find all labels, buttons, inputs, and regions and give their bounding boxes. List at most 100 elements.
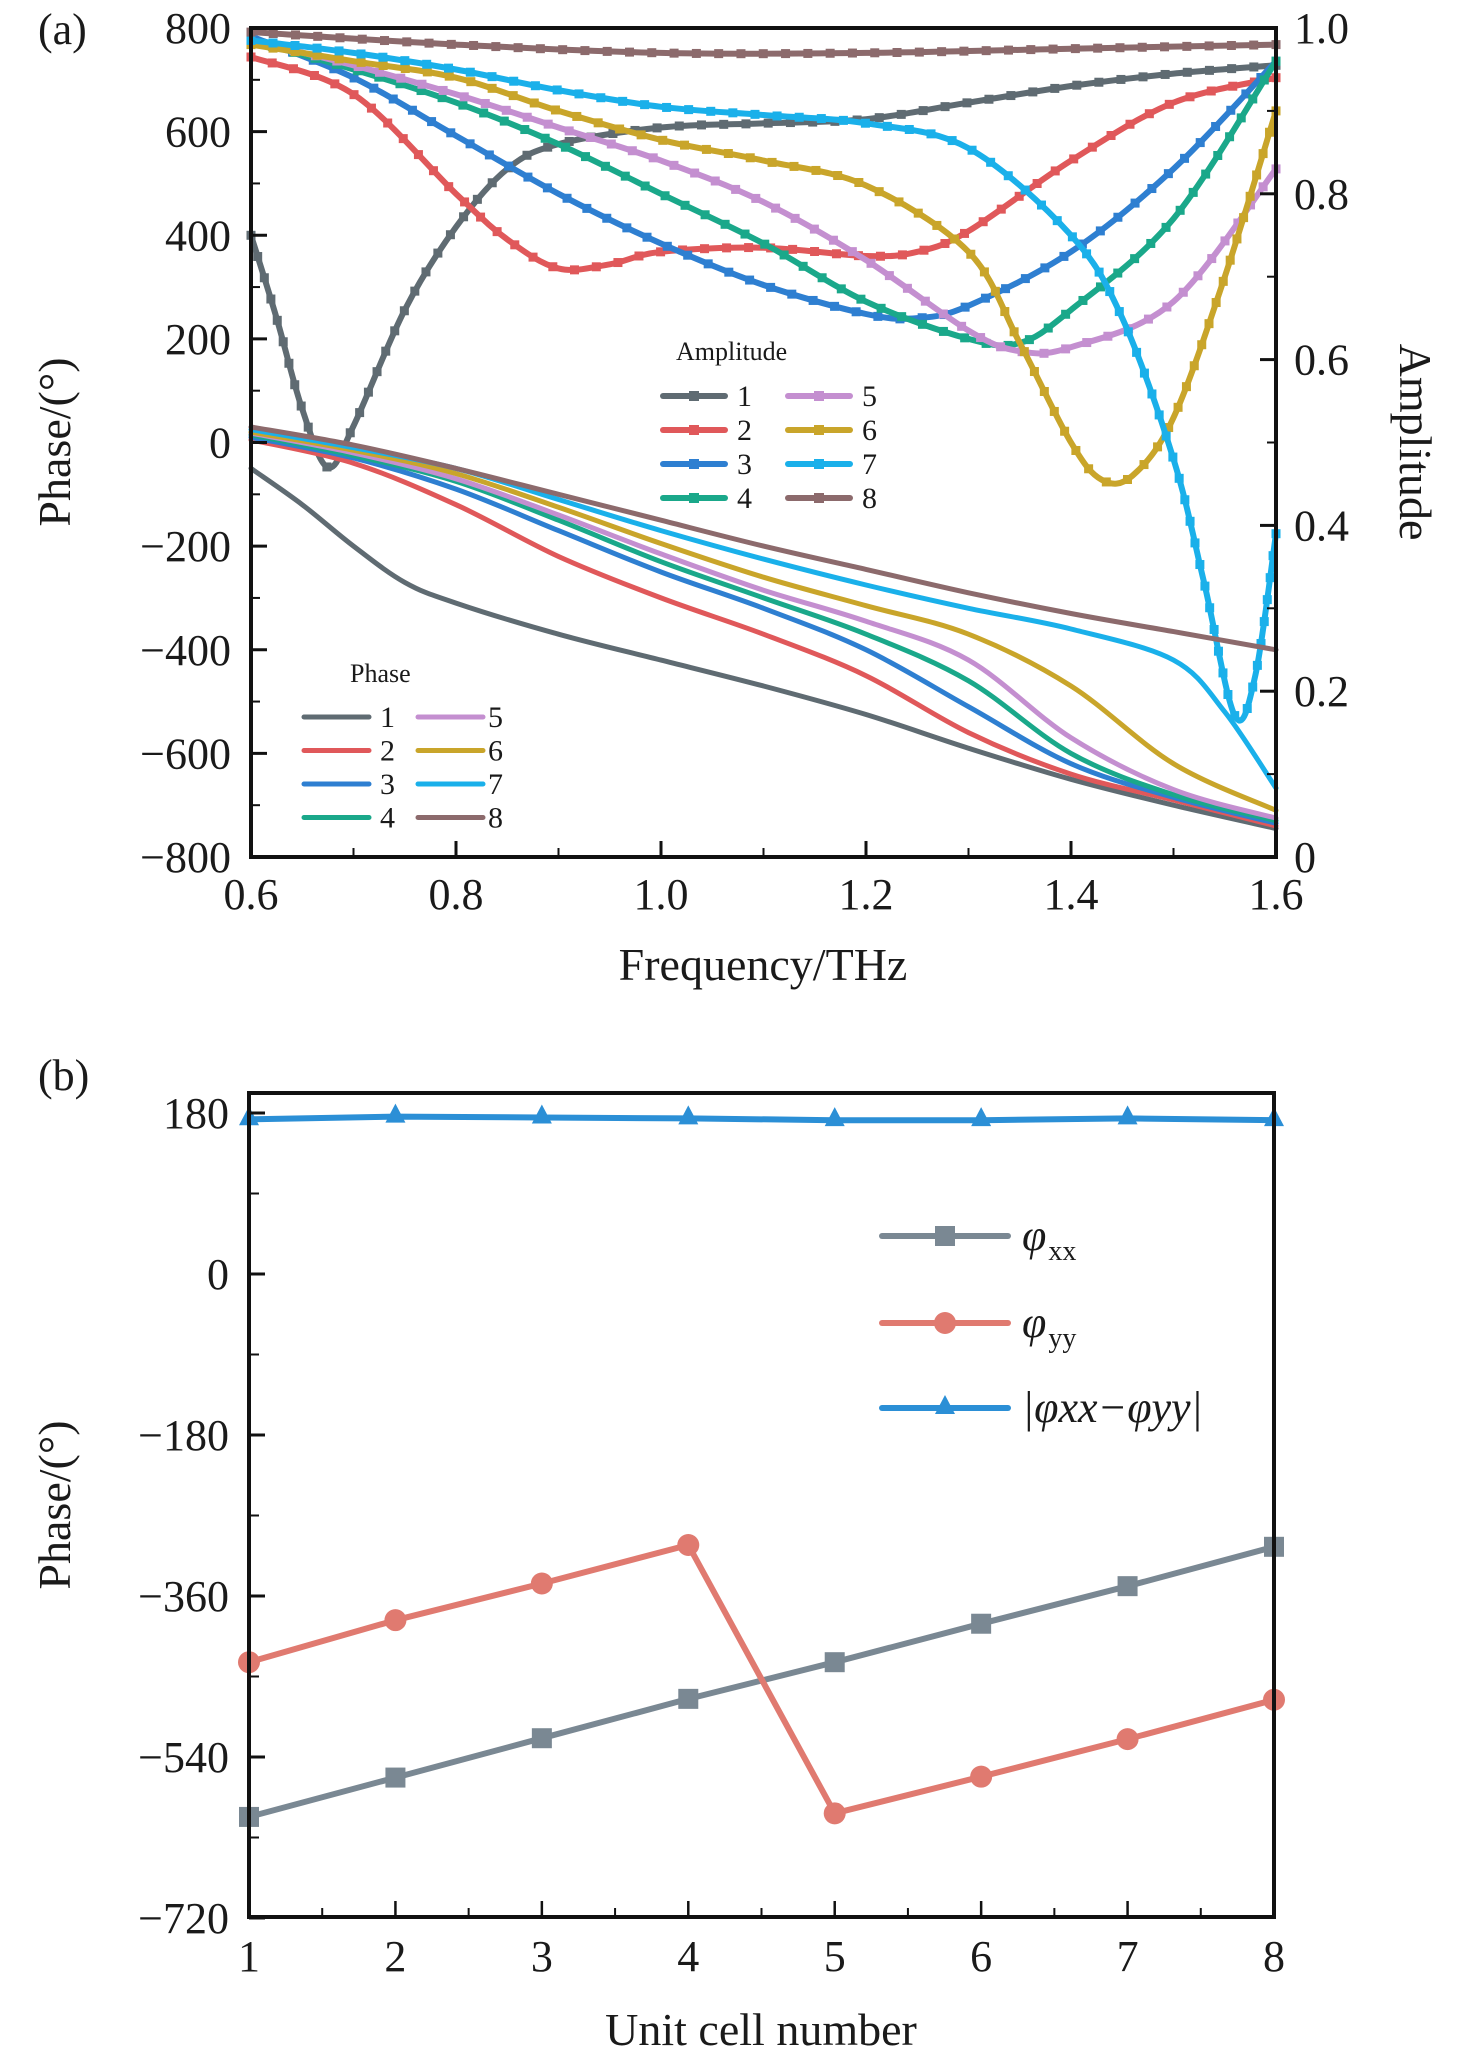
amplitude-marker-3 — [542, 183, 552, 193]
amplitude-marker-4 — [1213, 150, 1223, 160]
amplitude-marker-2 — [570, 265, 580, 275]
amplitude-marker-6 — [1039, 386, 1049, 396]
panel-b-plot-frame — [247, 1091, 1276, 1919]
amplitude-marker-7 — [1020, 185, 1030, 195]
legend-label-1: φxx — [1022, 1211, 1076, 1267]
amplitude-marker-8 — [446, 39, 456, 49]
amplitude-marker-4 — [1236, 113, 1246, 123]
phase-series-line-4 — [248, 432, 1279, 824]
amplitude-marker-7 — [684, 105, 694, 115]
amplitude-marker-5 — [976, 333, 986, 343]
amplitude-marker-7 — [640, 100, 650, 110]
data-point-square — [531, 1728, 552, 1749]
amplitude-marker-5 — [1193, 271, 1203, 281]
amplitude-marker-7 — [1123, 327, 1133, 337]
amplitude-marker-8 — [1003, 45, 1013, 55]
amplitude-marker-6 — [680, 140, 690, 150]
amplitude-marker-3 — [1095, 226, 1105, 236]
amplitude-marker-6 — [1084, 464, 1094, 474]
amplitude-marker-8 — [1115, 43, 1125, 53]
amplitude-marker-1 — [472, 194, 482, 204]
y-tick-label: 180 — [163, 1089, 229, 1138]
amplitude-marker-6 — [767, 157, 777, 167]
amplitude-marker-5 — [884, 271, 894, 281]
amplitude-legend-label: 1 — [737, 380, 752, 413]
amplitude-marker-7 — [487, 72, 497, 82]
panel-b-legend: φxx φyy |φxx−φyy| — [879, 1211, 1203, 1432]
amplitude-marker-8 — [1026, 45, 1036, 55]
amplitude-marker-3 — [407, 105, 417, 115]
amplitude-marker-2 — [1032, 178, 1042, 188]
amplitude-marker-5 — [1082, 338, 1092, 348]
amplitude-marker-7 — [1161, 431, 1171, 441]
amplitude-marker-1 — [1204, 65, 1214, 75]
amplitude-marker-2 — [722, 243, 732, 253]
amplitude-marker-1 — [363, 387, 373, 397]
amplitude-marker-5 — [1103, 331, 1113, 341]
amplitude-marker-7 — [465, 67, 475, 77]
amplitude-marker-4 — [720, 219, 730, 229]
amplitude-marker-8 — [268, 29, 278, 39]
amplitude-marker-2 — [634, 251, 644, 261]
amplitude-legend-marker-8 — [814, 493, 824, 503]
amplitude-marker-3 — [960, 302, 970, 312]
amplitude-marker-1 — [381, 346, 391, 356]
amplitude-marker-3 — [1059, 251, 1069, 261]
amplitude-marker-6 — [1019, 347, 1029, 357]
amplitude-marker-1 — [543, 142, 553, 152]
amplitude-marker-3 — [1147, 184, 1157, 194]
data-point-square — [971, 1613, 992, 1634]
amplitude-marker-2 — [1228, 81, 1238, 91]
phase-legend-label: 6 — [488, 735, 503, 768]
amplitude-marker-7 — [1082, 249, 1092, 259]
x-tick-label: 3 — [531, 1932, 553, 1981]
amplitude-marker-6 — [1197, 340, 1207, 350]
amplitude-marker-8 — [758, 49, 768, 59]
amplitude-marker-6 — [1139, 460, 1149, 470]
amplitude-marker-4 — [836, 284, 846, 294]
amplitude-marker-1 — [1006, 91, 1016, 101]
amplitude-marker-1 — [564, 136, 574, 146]
amplitude-marker-4 — [1188, 187, 1198, 197]
amplitude-marker-6 — [444, 71, 454, 81]
amplitude-marker-1 — [322, 462, 332, 472]
amplitude-marker-7 — [1252, 660, 1262, 670]
x-tick-label: 6 — [970, 1932, 992, 1981]
amplitude-marker-8 — [335, 33, 345, 43]
amplitude-marker-6 — [356, 57, 366, 67]
amplitude-marker-6 — [572, 111, 582, 121]
amplitude-marker-4 — [499, 116, 509, 126]
amplitude-marker-5 — [938, 309, 948, 319]
amplitude-marker-5 — [459, 92, 469, 102]
amplitude-marker-2 — [700, 244, 710, 254]
amplitude-marker-6 — [1232, 234, 1242, 244]
x-tick-label: 1 — [238, 1932, 260, 1981]
panel-a-x-axis-title: Frequency/THz — [619, 939, 908, 990]
amplitude-marker-2 — [428, 166, 438, 176]
data-point-triangle — [531, 1104, 552, 1124]
amplitude-marker-6 — [422, 67, 432, 77]
amplitude-marker-7 — [816, 114, 826, 124]
amplitude-marker-6 — [932, 220, 942, 230]
amplitude-marker-3 — [724, 267, 734, 277]
amplitude-marker-2 — [996, 204, 1006, 214]
amplitude-marker-6 — [966, 249, 976, 259]
amplitude-marker-6 — [979, 267, 989, 277]
panel-a-y-axis-phase: −800 −600 −400 −200 0 200 400 600 800 — [140, 4, 267, 882]
amplitude-marker-3 — [1130, 198, 1140, 208]
amplitude-marker-4 — [581, 152, 591, 162]
amplitude-marker-8 — [1226, 40, 1236, 50]
amplitude-marker-6 — [550, 105, 560, 115]
amplitude-marker-2 — [510, 240, 520, 250]
phase-legend-label: 2 — [380, 735, 395, 768]
amplitude-marker-1 — [1182, 67, 1192, 77]
amplitude-marker-6 — [1245, 191, 1255, 201]
amplitude-marker-4 — [1078, 295, 1088, 305]
amplitude-marker-7 — [1195, 560, 1205, 570]
amplitude-marker-2 — [288, 64, 298, 74]
amplitude-marker-6 — [1204, 319, 1214, 329]
amplitude-marker-1 — [487, 178, 497, 188]
y-tick-label: −720 — [138, 1894, 229, 1943]
amplitude-marker-5 — [866, 258, 876, 268]
amplitude-marker-5 — [648, 153, 658, 163]
